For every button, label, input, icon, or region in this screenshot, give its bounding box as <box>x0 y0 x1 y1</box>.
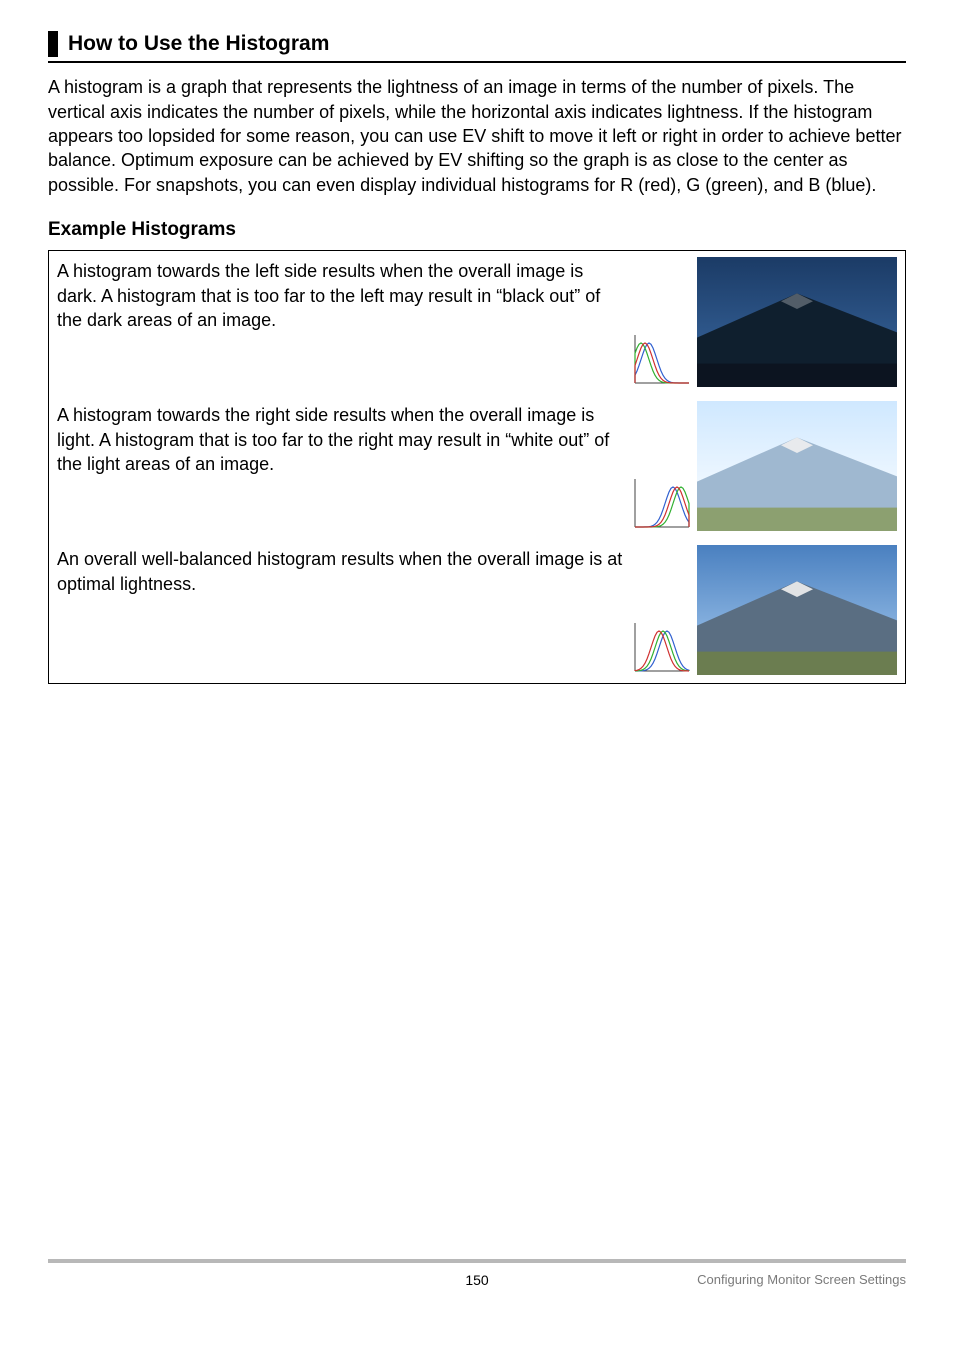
footer-section-label: Configuring Monitor Screen Settings <box>686 1271 906 1290</box>
landscape-thumb-dark <box>697 257 897 387</box>
examples-subheading: Example Histograms <box>48 217 906 243</box>
histogram-thumb-left <box>631 331 693 387</box>
examples-box: A histogram towards the left side result… <box>48 250 906 684</box>
page-footer: 150 Configuring Monitor Screen Settings <box>0 1259 954 1290</box>
example-row: A histogram towards the left side result… <box>49 251 905 395</box>
example-images <box>631 257 897 387</box>
example-text: A histogram towards the left side result… <box>57 257 631 332</box>
histogram-thumb-right <box>631 475 693 531</box>
footer-page-number: 150 <box>268 1271 686 1290</box>
example-row: An overall well-balanced histogram resul… <box>49 539 905 683</box>
landscape-thumb-optimal <box>697 545 897 675</box>
landscape-thumb-light <box>697 401 897 531</box>
example-images <box>631 401 897 531</box>
heading-bar <box>48 31 58 57</box>
heading-title: How to Use the Histogram <box>68 30 329 58</box>
example-row: A histogram towards the right side resul… <box>49 395 905 539</box>
example-text: A histogram towards the right side resul… <box>57 401 631 476</box>
example-text: An overall well-balanced histogram resul… <box>57 545 631 596</box>
intro-paragraph: A histogram is a graph that represents t… <box>48 75 906 196</box>
histogram-thumb-center <box>631 619 693 675</box>
section-heading: How to Use the Histogram <box>48 30 906 63</box>
example-images <box>631 545 897 675</box>
